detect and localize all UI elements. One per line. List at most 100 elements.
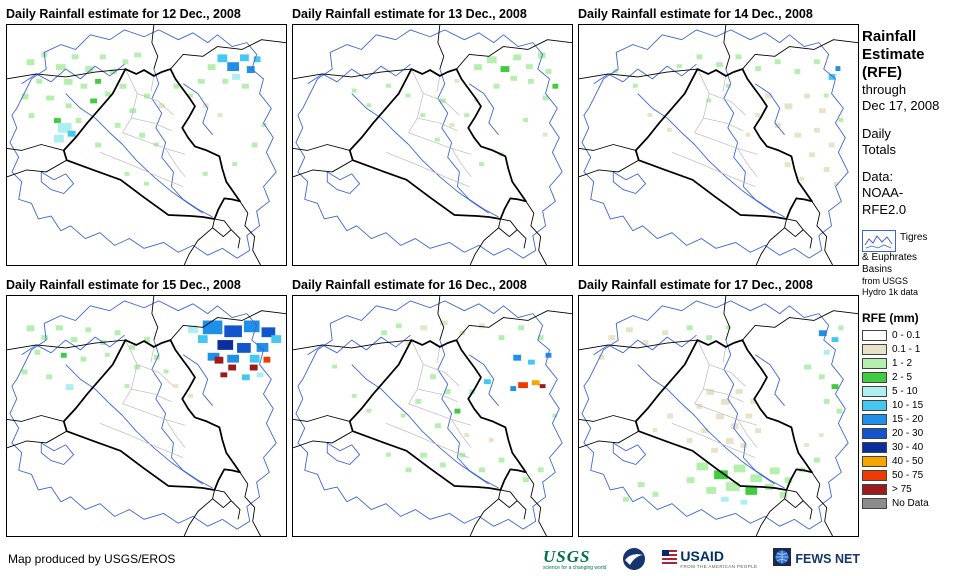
rainfall-map [6, 24, 287, 266]
rainfall-map-canvas [293, 25, 572, 265]
legend-row: 1 - 2 [862, 358, 962, 370]
sidebar-title-line: (RFE) [862, 64, 902, 81]
usaid-logo-text: USAID [680, 548, 724, 564]
legend-label: 20 - 30 [892, 428, 924, 440]
map-panel: Daily Rainfall estimate for 17 Dec., 200… [578, 275, 859, 537]
map-panel: Daily Rainfall estimate for 15 Dec., 200… [6, 275, 287, 537]
legend-label: 50 - 75 [892, 470, 924, 482]
map-panel: Daily Rainfall estimate for 14 Dec., 200… [578, 4, 859, 266]
legend-label: 0 - 0.1 [892, 330, 921, 342]
legend-label: 5 - 10 [892, 386, 918, 398]
rainfall-map [292, 24, 573, 266]
map-title: Daily Rainfall estimate for 12 Dec., 200… [6, 7, 241, 21]
map-title: Daily Rainfall estimate for 15 Dec., 200… [6, 278, 241, 292]
logos: USGS science for a changing world [543, 547, 860, 571]
sidebar-title-line: Estimate [862, 46, 925, 63]
map-title: Daily Rainfall estimate for 14 Dec., 200… [578, 7, 813, 21]
legend-row: 50 - 75 [862, 470, 962, 482]
legend-label: No Data [892, 498, 929, 510]
data-source-line: Data: [862, 169, 894, 184]
map-panel: Daily Rainfall estimate for 16 Dec., 200… [292, 275, 573, 537]
sidebar: Rainfall Estimate (RFE) through Dec 17, … [862, 28, 962, 512]
through-date: Dec 17, 2008 [862, 98, 940, 114]
sidebar-title: Rainfall Estimate (RFE) [862, 28, 962, 82]
totals-line: Totals [862, 141, 896, 157]
rainfall-map-canvas [293, 296, 572, 536]
rainfall-map-canvas [579, 25, 858, 265]
legend-swatch [862, 372, 887, 384]
usaid-logo-tagline: FROM THE AMERICAN PEOPLE [680, 564, 758, 569]
through-text: through [862, 82, 907, 97]
data-source-line: NOAA- [862, 185, 904, 201]
fewsnet-globe-icon [773, 547, 792, 571]
legend-label: 15 - 20 [892, 414, 924, 426]
map-title: Daily Rainfall estimate for 16 Dec., 200… [292, 278, 527, 292]
usaid-logo: USAID FROM THE AMERICAN PEOPLE [662, 549, 757, 569]
credit-text: Map produced by USGS/EROS [8, 552, 176, 566]
legend-label: 40 - 50 [892, 456, 924, 468]
legend-row: 5 - 10 [862, 386, 962, 398]
map-title: Daily Rainfall estimate for 13 Dec., 200… [292, 7, 527, 21]
sidebar-title-line: Rainfall [862, 28, 917, 45]
fewsnet-logo-text: FEWS NET [795, 552, 860, 566]
basin-legend-source: Hydro 1k data [862, 286, 919, 297]
legend-row: 10 - 15 [862, 400, 962, 412]
basin-legend: Tigres & Euphrates Basins from USGS Hydr… [862, 229, 962, 298]
map-panel: Daily Rainfall estimate for 13 Dec., 200… [292, 4, 573, 266]
legend-swatch [862, 414, 887, 426]
maps-grid: Daily Rainfall estimate for 12 Dec., 200… [6, 4, 859, 537]
data-source-line: RFE2.0 [862, 201, 907, 217]
legend-swatch [862, 498, 887, 510]
legend-swatch [862, 484, 887, 496]
legend-label: 2 - 5 [892, 372, 913, 384]
legend-label: 0.1 - 1 [892, 344, 921, 356]
basin-legend-source: from USGS [862, 275, 909, 286]
legend-swatch [862, 344, 887, 356]
legend-row: 15 - 20 [862, 414, 962, 426]
legend-label: 10 - 15 [892, 400, 924, 412]
legend-swatch [862, 442, 887, 454]
legend-swatch [862, 330, 887, 342]
legend-swatch [862, 386, 887, 398]
rainfall-map [292, 295, 573, 537]
map-title: Daily Rainfall estimate for 17 Dec., 200… [578, 278, 813, 292]
legend-row: 30 - 40 [862, 442, 962, 454]
legend-swatch [862, 456, 887, 468]
basin-legend-label: & Euphrates [862, 251, 918, 263]
legend-row: 40 - 50 [862, 456, 962, 468]
legend-row: 0.1 - 1 [862, 344, 962, 356]
legend-row: No Data [862, 498, 962, 510]
totals-line: Daily [862, 125, 891, 141]
legend-swatch [862, 428, 887, 440]
noaa-logo [622, 547, 646, 571]
legend-row: 0 - 0.1 [862, 330, 962, 342]
rainfall-map-canvas [7, 296, 286, 536]
usaid-flag-icon [662, 549, 678, 569]
legend-label: 1 - 2 [892, 358, 913, 370]
legend-row: > 75 [862, 484, 962, 496]
rfe-legend-title: RFE (mm) [862, 311, 919, 326]
rainfall-map-canvas [7, 25, 286, 265]
rfe-legend: 0 - 0.1 0.1 - 1 1 - 2 2 - 5 5 - 10 10 - … [862, 330, 962, 510]
map-panel: Daily Rainfall estimate for 12 Dec., 200… [6, 4, 287, 266]
rainfall-map [6, 295, 287, 537]
rainfall-map-canvas [579, 296, 858, 536]
legend-label: 30 - 40 [892, 442, 924, 454]
legend-label: > 75 [892, 484, 912, 496]
legend-swatch [862, 358, 887, 370]
basin-legend-box [862, 229, 896, 252]
basin-legend-label: Tigres [900, 231, 928, 243]
basin-legend-label: Basins [862, 263, 893, 275]
usgs-logo-text: USGS [543, 546, 591, 566]
legend-row: 20 - 30 [862, 428, 962, 440]
usgs-logo-tagline: science for a changing world [543, 564, 607, 571]
rainfall-map [578, 24, 859, 266]
footer: Map produced by USGS/EROS USGS science f… [8, 545, 860, 573]
usgs-logo: USGS science for a changing world [543, 548, 606, 571]
fewsnet-logo: FEWS NET [773, 547, 860, 571]
legend-row: 2 - 5 [862, 372, 962, 384]
legend-swatch [862, 470, 887, 482]
legend-swatch [862, 400, 887, 412]
rainfall-map [578, 295, 859, 537]
